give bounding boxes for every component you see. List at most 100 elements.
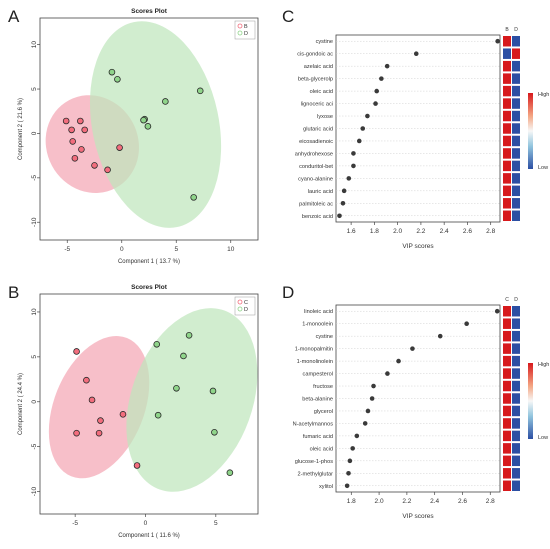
heat-cell — [512, 85, 520, 97]
y-tick-label: -5 — [31, 443, 38, 449]
heat-cell — [503, 318, 511, 329]
feature-label: beta-alanine — [302, 397, 333, 403]
heat-column-label: C — [505, 297, 509, 303]
heat-cell — [512, 60, 520, 72]
data-point-D — [162, 98, 169, 105]
color-scale-bar — [528, 363, 533, 439]
heat-cell — [503, 48, 511, 59]
x-tick-label: 1.6 — [347, 228, 356, 235]
color-scale-bar — [528, 93, 533, 169]
data-point-B — [78, 146, 85, 153]
vip-point — [384, 63, 390, 69]
x-tick-label: -5 — [64, 246, 70, 253]
data-point-B — [69, 138, 76, 145]
x-axis-label: VIP scores — [402, 243, 434, 250]
feature-label: linoleic acid — [304, 309, 333, 315]
data-point-D — [140, 116, 147, 124]
scores-plot-b: Scores Plot -5 0 5 -10 -5 0 5 10 Component 1 ( 11… — [18, 284, 259, 539]
data-point-B — [77, 117, 84, 125]
data-point-B — [68, 126, 75, 134]
heat-cell — [512, 135, 520, 147]
heat-cell — [503, 185, 511, 197]
feature-label: cyano-alanine — [298, 176, 333, 182]
heat-cell — [512, 330, 520, 342]
x-tick-label: 2.6 — [458, 498, 467, 505]
vip-point — [351, 151, 356, 156]
confidence-ellipse-C — [48, 336, 150, 479]
heat-column-label: D — [514, 297, 518, 303]
heat-cell — [503, 210, 511, 221]
feature-label: lauric acid — [308, 189, 333, 195]
vip-point — [346, 471, 351, 476]
heat-cell — [512, 160, 520, 172]
feature-label: glucose-1-phos — [295, 459, 333, 465]
vip-point — [495, 38, 500, 44]
heat-cell — [503, 160, 511, 172]
heat-cell — [503, 36, 511, 47]
heat-cell — [503, 468, 511, 479]
heat-cell — [503, 368, 511, 379]
x-tick-label: 2.0 — [375, 498, 384, 505]
heat-cell — [512, 368, 520, 379]
feature-label: 1-monopalmitin — [295, 347, 333, 353]
vip-point — [340, 201, 346, 206]
data-point-C — [73, 348, 80, 355]
heat-cell — [503, 173, 511, 184]
feature-label: lignoceric aci — [301, 102, 333, 108]
heat-cell — [512, 468, 520, 479]
legend-marker — [237, 299, 243, 305]
x-tick-label: 2.2 — [416, 228, 425, 235]
heat-cell — [512, 210, 520, 221]
data-point-D — [144, 123, 152, 130]
data-point-C — [95, 429, 103, 437]
data-point-C — [133, 462, 141, 469]
panel-label-c: C — [282, 7, 294, 26]
vip-point — [371, 383, 376, 389]
y-tick-label: 0 — [31, 131, 38, 135]
data-point-C — [88, 396, 96, 404]
heat-cell — [512, 405, 520, 417]
vip-plot-c: cystine cis-gondoic ac azelaic acid beta-gl… — [295, 27, 550, 250]
feature-label: lyxose — [317, 114, 333, 120]
feature-label: oleic acid — [310, 446, 333, 452]
heat-cell — [512, 73, 520, 84]
data-point-D — [190, 194, 197, 201]
heat-cell — [512, 198, 520, 209]
vip-point — [341, 188, 347, 194]
feature-label: fructose — [313, 384, 333, 390]
vip-point — [362, 421, 368, 426]
panel-label-a: A — [8, 7, 20, 26]
heat-cell — [512, 393, 520, 404]
x-tick-label: 2.2 — [402, 498, 411, 505]
y-axis-label: Component 2 ( 24.4 %) — [18, 373, 24, 435]
feature-label: campesterol — [303, 372, 333, 378]
feature-label: oleic acid — [310, 89, 333, 95]
plot-frame — [39, 17, 259, 241]
heat-cell — [512, 148, 520, 159]
heat-cell — [503, 355, 511, 367]
heat-cell — [503, 393, 511, 404]
y-tick-label: 10 — [31, 41, 38, 49]
heat-cell — [503, 443, 511, 454]
heat-cell — [503, 60, 511, 72]
heat-cell — [503, 73, 511, 84]
x-tick-label: 1.8 — [370, 228, 379, 235]
data-point-D — [196, 87, 204, 95]
feature-label: cystine — [316, 334, 333, 340]
feature-label: 1-monolinolein — [297, 359, 333, 365]
heat-cell — [503, 455, 511, 467]
data-point-D — [108, 68, 116, 76]
y-tick-label: -10 — [31, 217, 38, 227]
vip-plot-d: linoleic acid 1-monoolein cystine 1-monopal… — [293, 297, 550, 520]
data-point-B — [104, 166, 111, 174]
heat-cell — [503, 148, 511, 159]
data-point-B — [71, 155, 79, 162]
vip-point — [351, 163, 356, 169]
color-scale-low-label: Low — [538, 165, 548, 171]
heat-cell — [512, 355, 520, 367]
vip-point — [365, 113, 370, 119]
x-tick-label: 1.8 — [347, 498, 356, 505]
heat-column-label: B — [505, 27, 509, 33]
heat-cell — [512, 443, 520, 454]
legend-box — [234, 296, 256, 316]
